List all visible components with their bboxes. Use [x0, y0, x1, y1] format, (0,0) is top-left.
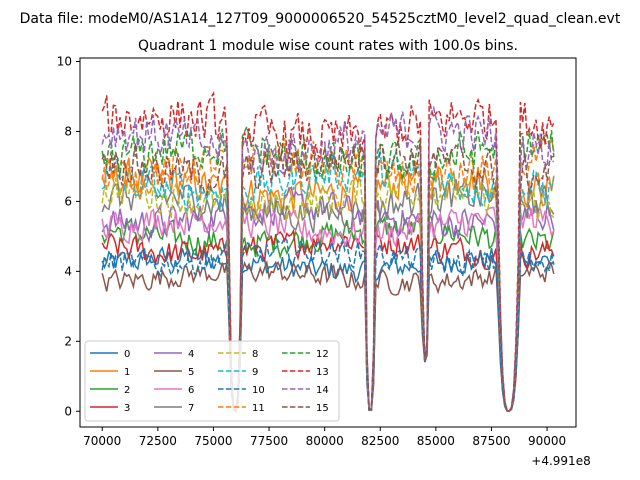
chart-title: Quadrant 1 module wise count rates with …	[138, 38, 518, 54]
legend-label-3: 3	[124, 403, 130, 414]
y-tick-label: 4	[64, 264, 72, 278]
series-line-5	[101, 259, 555, 413]
y-tick-label: 8	[64, 124, 72, 138]
legend-label-5: 5	[188, 367, 194, 378]
x-axis: 70000 72500 75000 77500 80000 82500 85000 87500…	[83, 427, 566, 448]
series-layer	[101, 90, 555, 414]
legend-label-9: 9	[252, 367, 258, 378]
x-tick-label: 70000	[83, 434, 121, 448]
legend-label-15: 15	[316, 403, 329, 414]
y-tick-label: 10	[57, 54, 72, 68]
legend-label-4: 4	[188, 349, 194, 360]
series-line-1	[101, 155, 555, 413]
legend-box	[84, 340, 340, 422]
legend-label-14: 14	[316, 385, 329, 396]
plot-frame	[79, 57, 577, 428]
series-line-14	[101, 105, 554, 414]
legend-label-2: 2	[124, 385, 130, 396]
legend-label-13: 13	[316, 367, 329, 378]
legend-label-0: 0	[124, 349, 130, 360]
chart-suptitle: Data file: modeM0/AS1A14_127T09_90000065…	[20, 11, 621, 27]
y-axis: 0 2 4 6 8 10	[57, 54, 80, 418]
series-line-10	[101, 236, 555, 413]
legend-label-7: 7	[188, 403, 194, 414]
x-tick-label: 77500	[250, 434, 288, 448]
legend-label-10: 10	[252, 385, 265, 396]
legend-label-12: 12	[316, 349, 329, 360]
x-tick-label: 72500	[139, 434, 177, 448]
legend-label-6: 6	[188, 385, 194, 396]
legend-label-8: 8	[252, 349, 258, 360]
y-tick-label: 0	[64, 404, 72, 418]
series-line-12	[101, 124, 555, 414]
series-line-6	[101, 204, 555, 413]
legend-label-1: 1	[124, 367, 130, 378]
x-tick-label: 82500	[361, 434, 399, 448]
x-offset-label: +4.991e8	[531, 454, 590, 468]
x-tick-label: 90000	[528, 434, 566, 448]
x-tick-label: 85000	[417, 434, 455, 448]
series-line-9	[101, 150, 555, 413]
x-tick-label: 87500	[472, 434, 510, 448]
series-line-2	[101, 212, 555, 413]
y-tick-label: 6	[64, 194, 72, 208]
x-tick-label: 75000	[194, 434, 232, 448]
legend-label-11: 11	[252, 403, 265, 414]
y-tick-label: 2	[64, 334, 72, 348]
series-line-15	[101, 139, 554, 414]
x-tick-label: 80000	[306, 434, 344, 448]
series-line-13	[101, 90, 555, 414]
